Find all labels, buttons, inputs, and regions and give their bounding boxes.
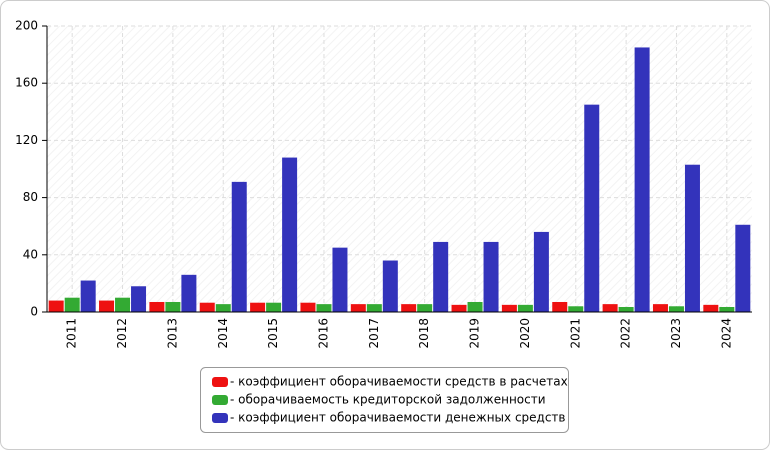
x-tick-label: 2016 — [316, 318, 330, 349]
legend-label: - коэффициент оборачиваемости денежных с… — [230, 411, 566, 425]
bar — [451, 304, 467, 312]
bar — [366, 304, 382, 312]
bar — [350, 304, 366, 312]
legend — [200, 367, 569, 433]
legend-swatch — [212, 395, 228, 405]
y-tick-label: 40 — [23, 247, 38, 261]
y-tick-label: 160 — [15, 76, 38, 90]
bar — [48, 300, 64, 312]
bar — [231, 181, 247, 312]
bar — [80, 280, 96, 312]
bar — [250, 302, 266, 312]
x-tick-label: 2013 — [165, 318, 179, 349]
bar — [64, 297, 80, 312]
x-tick-label: 2020 — [518, 318, 532, 349]
bar — [115, 297, 131, 312]
x-tick-label: 2012 — [115, 318, 129, 349]
x-tick-label: 2023 — [669, 318, 683, 349]
bar — [652, 304, 668, 312]
bar — [181, 274, 197, 312]
x-tick-label: 2018 — [417, 318, 431, 349]
bar — [316, 304, 332, 312]
bar — [300, 302, 316, 312]
bar — [417, 304, 433, 312]
bar — [684, 164, 700, 312]
x-tick-label: 2019 — [468, 318, 482, 349]
bar — [735, 224, 751, 312]
bar — [618, 306, 634, 312]
y-tick-label: 80 — [23, 190, 38, 204]
bar — [584, 104, 600, 313]
x-tick-label: 2014 — [216, 318, 230, 349]
bar — [533, 231, 549, 312]
legend-label: - оборачиваемость кредиторской задолженн… — [230, 393, 546, 407]
y-tick-label: 200 — [15, 19, 38, 33]
bar — [568, 306, 584, 312]
bar — [552, 301, 568, 312]
bar — [382, 260, 398, 312]
x-tick-label: 2017 — [367, 318, 381, 349]
bar — [467, 301, 483, 312]
x-tick-label: 2024 — [719, 318, 733, 349]
bar — [332, 247, 348, 312]
bar — [668, 306, 684, 312]
bar — [266, 302, 282, 312]
plot-area — [47, 26, 752, 312]
bar — [401, 304, 417, 312]
bar — [517, 304, 533, 312]
bar — [501, 304, 517, 312]
bar — [215, 304, 231, 312]
x-tick-label: 2011 — [65, 318, 79, 349]
bar — [131, 286, 147, 312]
x-tick-label: 2021 — [568, 318, 582, 349]
x-tick-label: 2015 — [266, 318, 280, 349]
x-tick-label: 2022 — [619, 318, 633, 349]
legend-swatch — [212, 377, 228, 387]
legend-label: - коэффициент оборачиваемости средств в … — [230, 375, 568, 389]
bar — [149, 301, 165, 312]
bar — [433, 241, 449, 312]
bar — [634, 47, 650, 312]
bar — [602, 304, 618, 312]
bar — [719, 306, 735, 312]
y-tick-label: 0 — [30, 305, 38, 319]
bar — [703, 304, 719, 312]
bar — [282, 157, 298, 312]
y-tick-label: 120 — [15, 133, 38, 147]
bar — [199, 302, 215, 312]
bar — [483, 241, 499, 312]
bar — [99, 300, 115, 312]
legend-swatch — [212, 413, 228, 423]
bar — [165, 301, 181, 312]
